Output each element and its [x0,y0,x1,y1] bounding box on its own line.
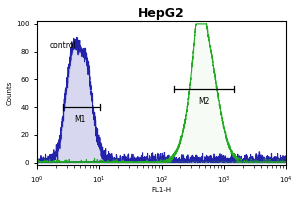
Text: M1: M1 [75,115,86,124]
Y-axis label: Counts: Counts [7,81,13,105]
X-axis label: FL1-H: FL1-H [152,187,172,193]
Text: M2: M2 [198,97,210,106]
Title: HepG2: HepG2 [138,7,185,20]
Text: control: control [49,41,76,50]
